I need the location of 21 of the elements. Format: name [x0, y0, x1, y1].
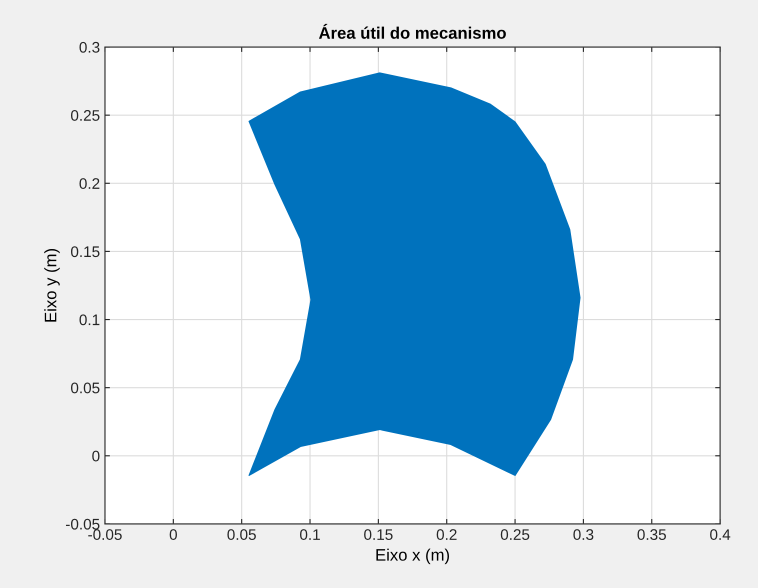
x-tick-label: 0.4	[710, 529, 730, 540]
y-tick-label: 0.25	[70, 110, 100, 121]
y-tick-label: 0	[92, 450, 100, 462]
x-tick-label: 0.25	[500, 529, 530, 540]
x-tick-label: -0.05	[88, 529, 122, 540]
y-tick-label: 0.1	[79, 314, 100, 326]
y-tick-label: 0.2	[79, 178, 100, 189]
x-axis-title: Eixo x (m)	[376, 548, 450, 564]
y-axis-title: Eixo y (m)	[44, 249, 60, 322]
y-tick-label: 0.3	[79, 42, 100, 53]
y-tick-label: -0.05	[66, 518, 100, 530]
x-tick-label: 0.3	[573, 529, 594, 540]
x-tick-label: 0.15	[364, 529, 393, 540]
x-tick-label: 0.2	[436, 529, 457, 540]
x-tick-label: 0.05	[227, 529, 256, 540]
x-tick-label: 0.1	[300, 529, 320, 540]
y-tick-label: 0.05	[70, 382, 100, 394]
x-tick-label: 0	[170, 529, 177, 540]
y-tick-label: 0.15	[70, 246, 100, 258]
x-tick-label: 0.35	[637, 529, 666, 540]
chart-title: Área útil do mecanismo	[318, 24, 506, 39]
